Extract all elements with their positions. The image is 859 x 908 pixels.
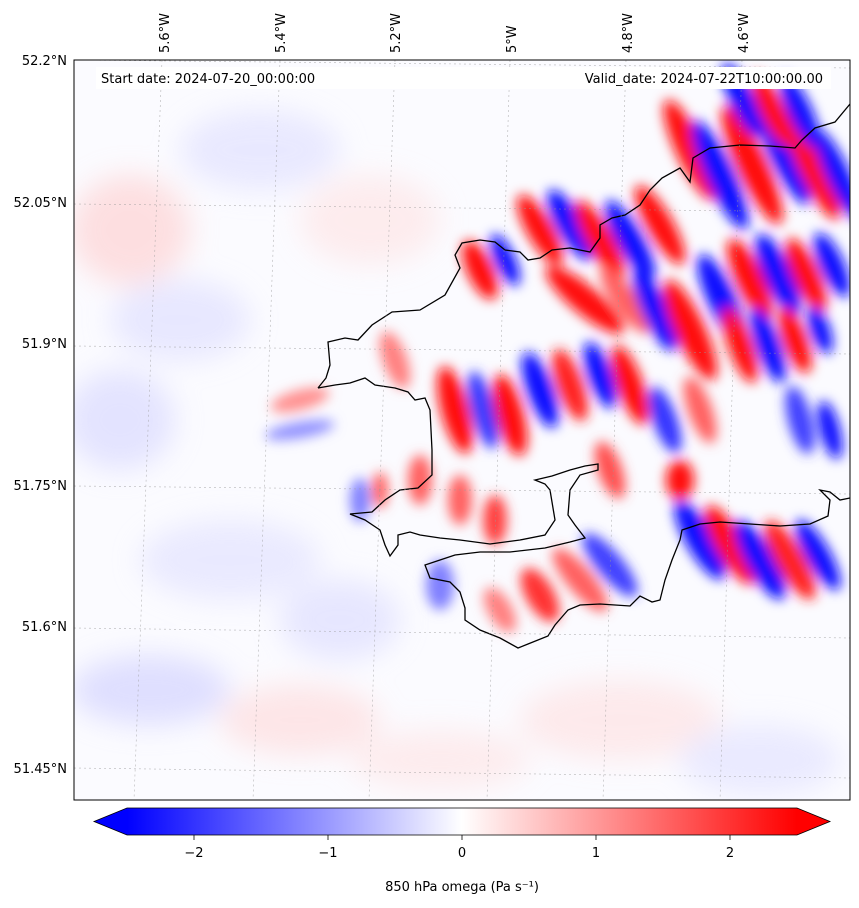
- latitude-axis: 52.2°N 52.05°N 51.9°N 51.75°N 51.6°N 51.…: [14, 54, 67, 777]
- colorbar-gradient: [127, 808, 797, 835]
- colorbar-max-extend: [797, 808, 830, 835]
- colorbar: −2 −1 0 1 2 850 hPa omega (Pa s⁻¹): [92, 807, 832, 895]
- lat-tick: 51.45°N: [14, 762, 67, 777]
- colorbar-title: 850 hPa omega (Pa s⁻¹): [385, 880, 539, 895]
- valid-date-label: Valid_date: 2024-07-22T10:00:00.00: [585, 72, 823, 87]
- colorbar-tick: 1: [592, 846, 600, 861]
- omega-field: [74, 60, 850, 800]
- longitude-axis: 5.6°W 5.4°W 5.2°W 5°W 4.8°W 4.6°W: [158, 13, 752, 53]
- lat-tick: 52.05°N: [14, 196, 67, 211]
- lat-tick: 52.2°N: [22, 54, 67, 69]
- lat-tick: 51.9°N: [22, 337, 67, 352]
- colorbar-tick: −1: [318, 846, 337, 861]
- lon-tick: 5.4°W: [274, 13, 289, 53]
- lat-tick: 51.75°N: [14, 479, 67, 494]
- colorbar-outline: [92, 807, 832, 836]
- colorbar-tick: 0: [458, 846, 466, 861]
- colorbar-tick: 2: [726, 846, 734, 861]
- lon-tick: 5°W: [505, 25, 520, 53]
- lat-tick: 51.6°N: [22, 620, 67, 635]
- map-frame: [73, 59, 851, 801]
- colorbar-tick: −2: [184, 846, 203, 861]
- coastline: [317, 103, 850, 649]
- colorbar-min-extend: [94, 808, 127, 835]
- lon-tick: 4.8°W: [621, 13, 636, 53]
- lon-tick: 5.2°W: [389, 13, 404, 53]
- lon-tick: 4.6°W: [737, 13, 752, 53]
- start-date-label: Start date: 2024-07-20_00:00:00: [101, 72, 315, 87]
- info-banner: [96, 67, 831, 89]
- lon-tick: 5.6°W: [158, 13, 173, 53]
- map-plot-area: Start date: 2024-07-20_00:00:00 Valid_da…: [73, 59, 851, 801]
- gridlines: [74, 60, 850, 800]
